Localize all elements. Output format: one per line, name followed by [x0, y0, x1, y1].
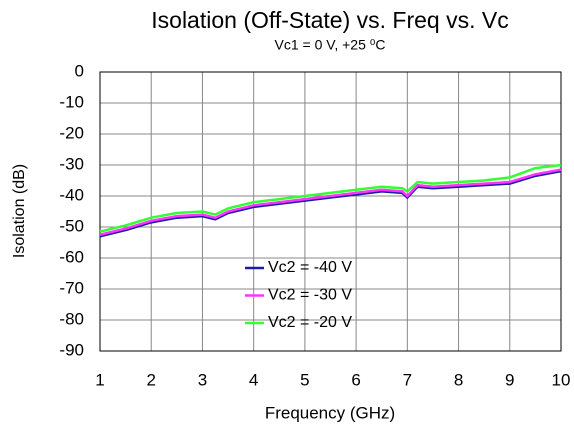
x-tick-label: 3	[198, 370, 207, 389]
chart-subtitle: Vc1 = 0 V, +25 ⁰C	[275, 37, 386, 53]
x-tick-label: 4	[249, 370, 258, 389]
data-line	[99, 163, 562, 233]
x-tick-label: 7	[403, 370, 412, 389]
x-tick-label: 5	[300, 370, 309, 389]
x-tick-label: 8	[454, 370, 463, 389]
y-tick-label: -90	[59, 340, 84, 359]
y-tick-label: -30	[59, 154, 84, 173]
x-tick-label: 6	[351, 370, 360, 389]
y-tick-label: -70	[59, 278, 84, 297]
y-tick-label: -60	[59, 247, 84, 266]
x-tick-label: 10	[552, 370, 571, 389]
y-tick-label: -10	[59, 92, 84, 111]
y-tick-label: -50	[59, 216, 84, 235]
legend-label: Vc2 = -40 V	[268, 259, 352, 276]
data-line	[99, 168, 562, 236]
chart-title: Isolation (Off-State) vs. Freq vs. Vc	[151, 7, 508, 33]
x-tick-label: 9	[505, 370, 514, 389]
y-tick-label: -80	[59, 309, 84, 328]
x-tick-label: 2	[146, 370, 155, 389]
x-tick-label: 1	[95, 370, 104, 389]
data-line	[99, 169, 562, 238]
y-tick-label: -40	[59, 185, 84, 204]
plot-area	[100, 72, 561, 351]
legend-label: Vc2 = -30 V	[268, 287, 352, 304]
y-tick-label: -20	[59, 123, 84, 142]
x-axis-label: Frequency (GHz)	[265, 403, 395, 422]
legend-label: Vc2 = -20 V	[268, 314, 352, 331]
plot-border	[99, 71, 562, 352]
y-axis-label: Isolation (dB)	[11, 164, 28, 258]
y-tick-label: 0	[75, 61, 84, 80]
